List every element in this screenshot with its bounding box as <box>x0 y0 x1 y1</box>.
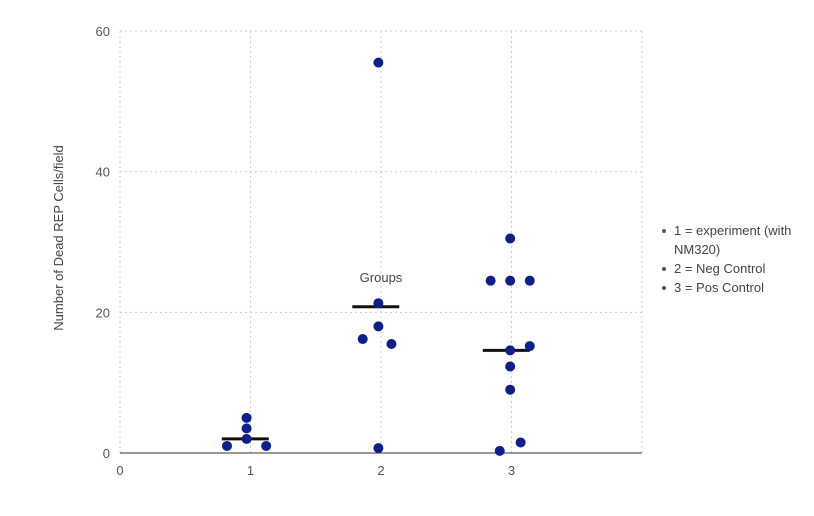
data-point-group-2 <box>373 443 384 454</box>
data-points <box>222 57 535 456</box>
data-point-group-1 <box>241 433 252 444</box>
x-tick-label: 2 <box>377 463 384 478</box>
y-tick-label: 20 <box>96 305 110 320</box>
data-point-group-3 <box>524 275 535 286</box>
legend-item-group-2: 2 = Neg Control <box>660 259 810 278</box>
x-tick-label: 3 <box>508 463 515 478</box>
data-point-group-1 <box>222 440 233 451</box>
legend-item-group-3: 3 = Pos Control <box>660 278 810 297</box>
data-point-group-3 <box>505 233 516 244</box>
annotation-groups: Groups <box>360 270 403 285</box>
y-axis-title: Number of Dead REP Cells/field <box>51 145 66 330</box>
data-point-group-2 <box>373 57 384 68</box>
data-point-group-3 <box>515 437 526 448</box>
data-point-group-1 <box>261 440 272 451</box>
data-point-group-1 <box>241 423 252 434</box>
grid-lines <box>119 30 643 453</box>
data-point-group-3 <box>494 445 505 456</box>
legend-item-group-1: 1 = experiment (with NM320) <box>660 221 810 259</box>
data-point-group-2 <box>373 321 384 332</box>
y-tick-labels: 0 20 40 60 <box>96 24 110 461</box>
data-point-group-2 <box>386 338 397 349</box>
data-point-group-1 <box>241 412 252 423</box>
data-point-group-2 <box>357 334 368 345</box>
data-point-group-3 <box>485 275 496 286</box>
legend: 1 = experiment (with NM320) 2 = Neg Cont… <box>660 221 810 297</box>
x-tick-labels: 0 1 2 3 <box>116 463 515 478</box>
x-tick-label: 0 <box>116 463 123 478</box>
y-tick-label: 60 <box>96 24 110 39</box>
data-point-group-3 <box>505 345 516 356</box>
data-point-group-3 <box>505 275 516 286</box>
data-point-group-2 <box>373 298 384 309</box>
data-point-group-3 <box>505 361 516 372</box>
data-point-group-3 <box>524 341 535 352</box>
data-point-group-3 <box>505 384 516 395</box>
x-tick-label: 1 <box>247 463 254 478</box>
y-tick-label: 40 <box>96 165 110 180</box>
y-tick-label: 0 <box>103 446 110 461</box>
